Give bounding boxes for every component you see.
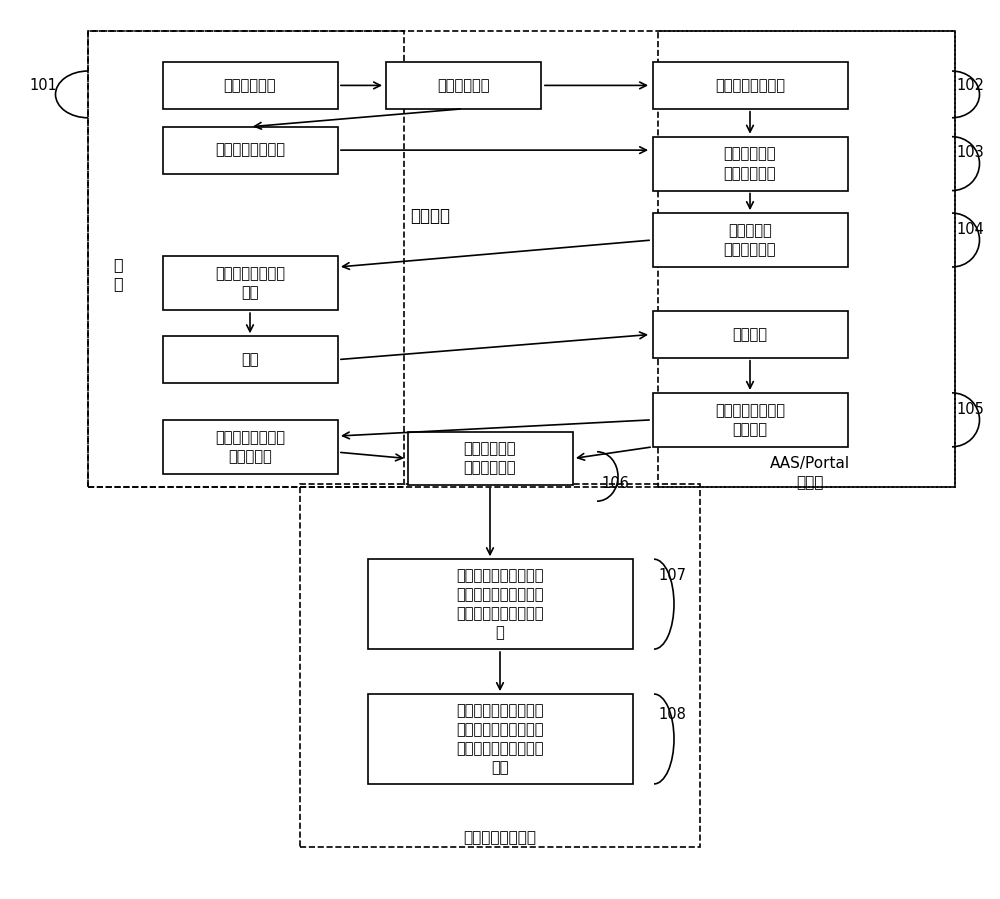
Text: 显示推送信息网页
的操作信息: 显示推送信息网页 的操作信息	[215, 430, 285, 464]
Bar	[162, 127, 338, 174]
Bar	[88, 31, 955, 487]
Text: 认证通过记录
终端特征数据: 认证通过记录 终端特征数据	[724, 147, 776, 181]
Bar	[162, 336, 338, 383]
Bar	[300, 484, 700, 847]
Text: 访问网络时的
网络访问数据: 访问网络时的 网络访问数据	[464, 441, 516, 476]
Text: 在推送信息网页的
操作信息: 在推送信息网页的 操作信息	[715, 403, 785, 437]
Text: 对终端特征数据、操作
信息以及网络访问数据
进行分析，获取分析结
果: 对终端特征数据、操作 信息以及网络访问数据 进行分析，获取分析结 果	[456, 568, 544, 640]
Text: AAS/Portal
服务器: AAS/Portal 服务器	[770, 456, 850, 490]
Bar	[88, 31, 404, 487]
Bar	[368, 694, 633, 784]
Text: 终端显示推送信息
网页: 终端显示推送信息 网页	[215, 266, 285, 300]
Bar	[652, 137, 848, 191]
Text: 108: 108	[658, 708, 686, 722]
Text: 终
端: 终 端	[113, 257, 123, 291]
Text: 安全网关: 安全网关	[410, 207, 450, 225]
Text: 拦截上网请求: 拦截上网请求	[437, 78, 489, 93]
Bar	[658, 31, 955, 487]
Text: 操作: 操作	[241, 352, 259, 367]
Text: 发起认证上网请求: 发起认证上网请求	[215, 143, 285, 157]
Bar	[652, 213, 848, 267]
Text: 开始访问网络: 开始访问网络	[224, 78, 276, 93]
Bar	[162, 256, 338, 310]
Bar	[652, 62, 848, 109]
Text: 操作请求: 操作请求	[732, 327, 768, 342]
Text: 107: 107	[658, 568, 686, 583]
Text: 106: 106	[601, 476, 629, 491]
Text: 对分析结果进行整合，
获取认证账号进行网络
访问的访问信息的属性
特征: 对分析结果进行整合， 获取认证账号进行网络 访问的访问信息的属性 特征	[456, 703, 544, 775]
Bar	[652, 393, 848, 447]
Bar	[368, 559, 633, 649]
Text: 105: 105	[956, 402, 984, 416]
Bar	[162, 62, 338, 109]
Bar	[652, 311, 848, 358]
Text: 上网行为分析装置: 上网行为分析装置	[464, 831, 536, 845]
Bar	[408, 432, 572, 485]
Text: 101: 101	[29, 78, 57, 93]
Bar	[386, 62, 540, 109]
Text: 103: 103	[956, 146, 984, 160]
Bar	[162, 420, 338, 474]
Text: 104: 104	[956, 222, 984, 236]
Text: 向终端发送
推送信息网页: 向终端发送 推送信息网页	[724, 223, 776, 257]
Text: 102: 102	[956, 78, 984, 93]
Text: 接收认证上网请求: 接收认证上网请求	[715, 78, 785, 93]
